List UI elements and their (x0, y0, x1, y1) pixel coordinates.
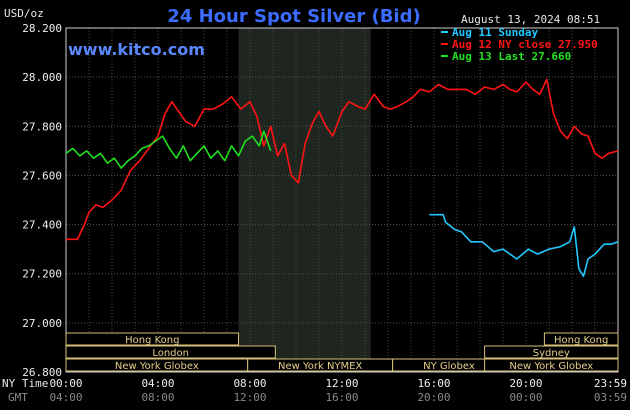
y-axis-unit-label: USD/oz (4, 7, 44, 20)
y-tick-label: 27.000 (22, 317, 62, 330)
session-box (65, 332, 239, 346)
legend-entry: Aug 11 Sunday (452, 26, 538, 39)
y-tick-label: 27.200 (22, 268, 62, 281)
x-tick-label-gmt: 00:00 (509, 391, 542, 404)
series-line-2 (66, 78, 619, 241)
x-tick-label-gmt: 04:00 (49, 391, 82, 404)
x-tick-label-ny: 00:00 (49, 377, 82, 390)
session-label: NY Globex (423, 361, 475, 372)
x-tick-label-ny: 16:00 (417, 377, 450, 390)
x-axis-label-ny: NY Time (2, 377, 48, 390)
x-axis-label-gmt: GMT (8, 391, 28, 404)
series-line-1 (429, 213, 619, 278)
session-label: London (152, 348, 189, 359)
session-label: New York Globex (509, 361, 593, 372)
y-axis-ticks: 28.200 28.000 27.800 27.600 27.400 27.200 27.0… (22, 22, 62, 379)
x-tick-label-gmt: 08:00 (141, 391, 174, 404)
session-label: Sydney (533, 348, 570, 359)
series-lines (65, 78, 619, 278)
chart-title: 24 Hour Spot Silver (Bid) (167, 6, 420, 27)
x-tick-label-ny: 04:00 (141, 377, 174, 390)
session-label: Hong Kong (554, 335, 608, 346)
x-tick-label-ny: 12:00 (325, 377, 358, 390)
x-tick-label-gmt: 03:59 (594, 391, 627, 404)
grid-lines (66, 27, 618, 373)
y-tick-label: 26.800 (22, 366, 62, 379)
session-box (543, 332, 619, 346)
session-box (484, 358, 619, 372)
y-tick-label: 28.000 (22, 71, 62, 84)
legend-entry: Aug 12 NY close 27.950 (452, 38, 598, 51)
session-box (484, 345, 619, 359)
market-sessions: Hong Kong Hong Kong London Sydney New York G… (65, 332, 619, 372)
session-box (65, 345, 276, 359)
series-line-3 (65, 130, 272, 169)
legend-entry: Aug 13 Last 27.660 (452, 50, 571, 63)
kitco-watermark: www.kitco.com (68, 40, 205, 59)
x-axis-ticks: 00:0004:0004:0008:0008:0012:0012:0016:00… (49, 377, 627, 404)
x-tick-label-gmt: 16:00 (325, 391, 358, 404)
x-tick-label-gmt: 12:00 (233, 391, 266, 404)
y-tick-label: 27.800 (22, 120, 62, 133)
session-label: Hong Kong (125, 335, 179, 346)
y-tick-label: 27.400 (22, 219, 62, 232)
x-tick-label-gmt: 20:00 (417, 391, 450, 404)
plot-frame (65, 27, 619, 373)
session-label: New York Globex (115, 361, 199, 372)
x-tick-label-ny: 20:00 (509, 377, 542, 390)
nymex-session-highlight (238, 28, 371, 372)
x-tick-label-ny: 23:59 (594, 377, 627, 390)
session-label: New York NYMEX (278, 361, 363, 372)
x-tick-label-ny: 08:00 (233, 377, 266, 390)
y-tick-label: 28.200 (22, 22, 62, 35)
chart-timestamp: August 13, 2024 08:51 (461, 13, 600, 26)
y-tick-label: 27.600 (22, 169, 62, 182)
